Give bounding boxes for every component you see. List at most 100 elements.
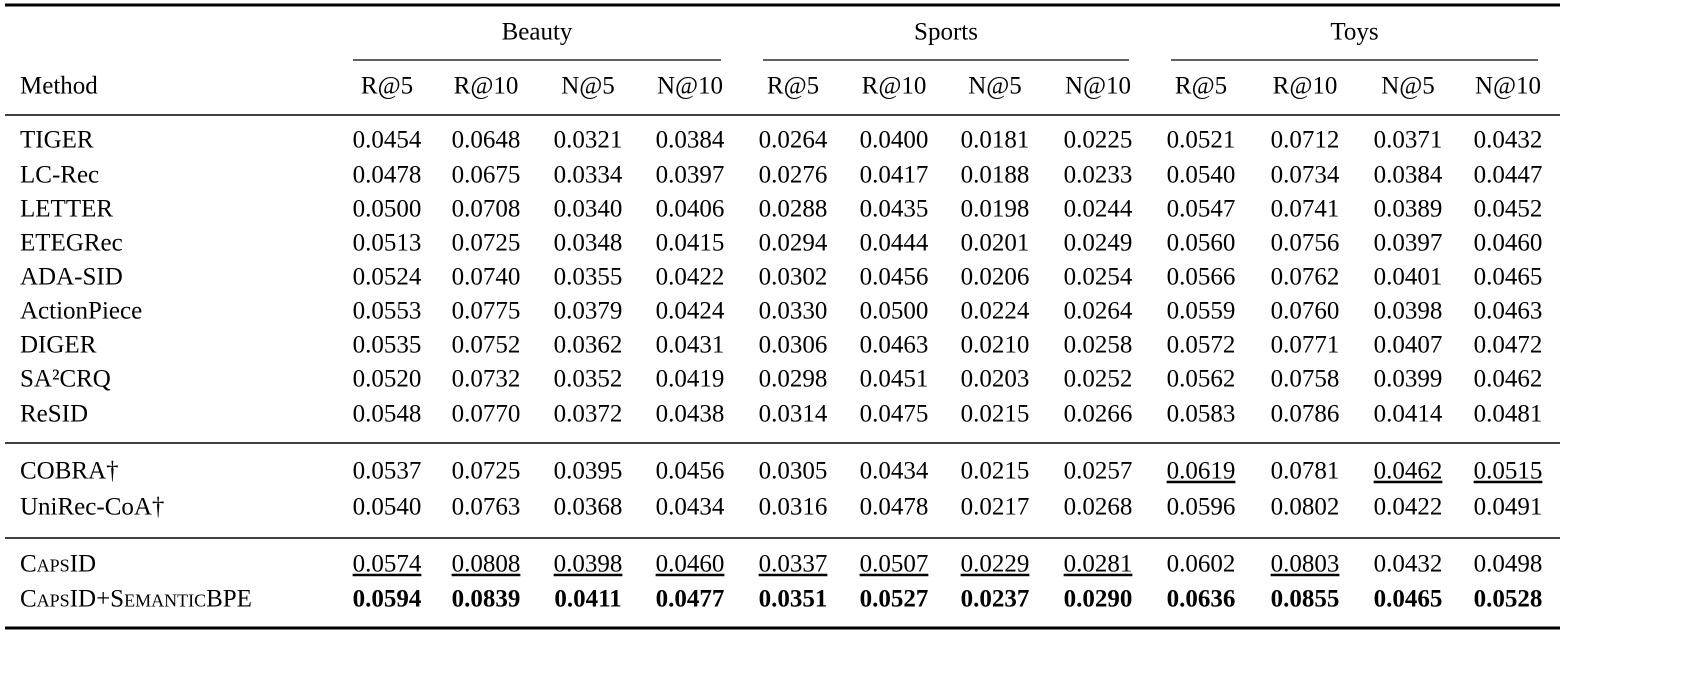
- cell: 0.0397: [1374, 230, 1443, 257]
- cell: 0.0675: [452, 162, 521, 189]
- cell: 0.0181: [961, 127, 1030, 154]
- cell: 0.0352: [554, 366, 623, 393]
- cell: 0.0215: [961, 401, 1030, 428]
- cell: 0.0337: [759, 551, 828, 578]
- cell: 0.0562: [1167, 366, 1236, 393]
- method-name: ETEGRec: [20, 230, 123, 257]
- cell: 0.0305: [759, 458, 828, 485]
- cell: 0.0249: [1064, 230, 1133, 257]
- cell: 0.0770: [452, 401, 521, 428]
- cell: 0.0478: [353, 162, 422, 189]
- cell: 0.0398: [554, 551, 623, 578]
- cell: 0.0206: [961, 264, 1030, 291]
- cell: 0.0268: [1064, 494, 1133, 521]
- cell: 0.0399: [1374, 366, 1443, 393]
- cell: 0.0257: [1064, 458, 1133, 485]
- cell: 0.0594: [353, 586, 422, 613]
- cell: 0.0478: [860, 494, 929, 521]
- cell: 0.0781: [1271, 458, 1340, 485]
- cell: 0.0330: [759, 298, 828, 325]
- method-header: Method: [20, 73, 98, 100]
- cell: 0.0407: [1374, 332, 1443, 359]
- cell: 0.0725: [452, 230, 521, 257]
- metric-header: N@10: [657, 73, 723, 100]
- cell: 0.0619: [1167, 458, 1236, 485]
- cell: 0.0368: [554, 494, 623, 521]
- cell: 0.0740: [452, 264, 521, 291]
- cell: 0.0741: [1271, 196, 1340, 223]
- cell: 0.0732: [452, 366, 521, 393]
- cell: 0.0481: [1474, 401, 1543, 428]
- cell: 0.0316: [759, 494, 828, 521]
- cell: 0.0266: [1064, 401, 1133, 428]
- cell: 0.0224: [961, 298, 1030, 325]
- cell: 0.0491: [1474, 494, 1543, 521]
- cell: 0.0756: [1271, 230, 1340, 257]
- cell: 0.0528: [1474, 586, 1543, 613]
- method-name: ADA-SID: [20, 264, 123, 291]
- cell: 0.0233: [1064, 162, 1133, 189]
- cell: 0.0712: [1271, 127, 1340, 154]
- cell: 0.0290: [1064, 586, 1133, 613]
- cell: 0.0808: [452, 551, 521, 578]
- method-name: ReSID: [20, 401, 88, 428]
- method-name: UniRec-CoA†: [20, 494, 164, 521]
- cell: 0.0435: [860, 196, 929, 223]
- cell: 0.0602: [1167, 551, 1236, 578]
- cell: 0.0465: [1374, 586, 1443, 613]
- metric-header: N@5: [1381, 73, 1435, 100]
- cell: 0.0431: [656, 332, 725, 359]
- cell: 0.0648: [452, 127, 521, 154]
- cell: 0.0362: [554, 332, 623, 359]
- metric-header: N@10: [1475, 73, 1541, 100]
- cell: 0.0229: [961, 551, 1030, 578]
- cell: 0.0264: [759, 127, 828, 154]
- cell: 0.0460: [1474, 230, 1543, 257]
- cell: 0.0348: [554, 230, 623, 257]
- cell: 0.0398: [1374, 298, 1443, 325]
- cell: 0.0527: [860, 586, 929, 613]
- cell: 0.0758: [1271, 366, 1340, 393]
- cell: 0.0708: [452, 196, 521, 223]
- method-name: SA²CRQ: [20, 366, 111, 393]
- cell: 0.0400: [860, 127, 929, 154]
- cell: 0.0454: [353, 127, 422, 154]
- metric-header: N@5: [561, 73, 615, 100]
- cell: 0.0298: [759, 366, 828, 393]
- method-name: DIGER: [20, 332, 97, 359]
- cell: 0.0513: [353, 230, 422, 257]
- cell: 0.0566: [1167, 264, 1236, 291]
- cell: 0.0340: [554, 196, 623, 223]
- cell: 0.0763: [452, 494, 521, 521]
- cell: 0.0548: [353, 401, 422, 428]
- cell: 0.0258: [1064, 332, 1133, 359]
- cell: 0.0225: [1064, 127, 1133, 154]
- method-name: ActionPiece: [20, 298, 142, 325]
- cell: 0.0475: [860, 401, 929, 428]
- cell: 0.0553: [353, 298, 422, 325]
- cell: 0.0447: [1474, 162, 1543, 189]
- metric-header: N@5: [968, 73, 1022, 100]
- cell: 0.0217: [961, 494, 1030, 521]
- cell: 0.0560: [1167, 230, 1236, 257]
- cell: 0.0415: [656, 230, 725, 257]
- metric-header: R@10: [454, 73, 519, 100]
- cell: 0.0406: [656, 196, 725, 223]
- cell: 0.0500: [860, 298, 929, 325]
- metric-header: R@5: [767, 73, 819, 100]
- cell: 0.0432: [1374, 551, 1443, 578]
- cell: 0.0572: [1167, 332, 1236, 359]
- cell: 0.0417: [860, 162, 929, 189]
- cell: 0.0210: [961, 332, 1030, 359]
- cell: 0.0583: [1167, 401, 1236, 428]
- cell: 0.0460: [656, 551, 725, 578]
- cell: 0.0855: [1271, 586, 1340, 613]
- cell: 0.0574: [353, 551, 422, 578]
- method-name: CapsID+SemanticBPE: [20, 586, 252, 613]
- cell: 0.0775: [452, 298, 521, 325]
- cell: 0.0288: [759, 196, 828, 223]
- cell: 0.0372: [554, 401, 623, 428]
- metric-header: R@5: [1175, 73, 1227, 100]
- cell: 0.0355: [554, 264, 623, 291]
- cell: 0.0203: [961, 366, 1030, 393]
